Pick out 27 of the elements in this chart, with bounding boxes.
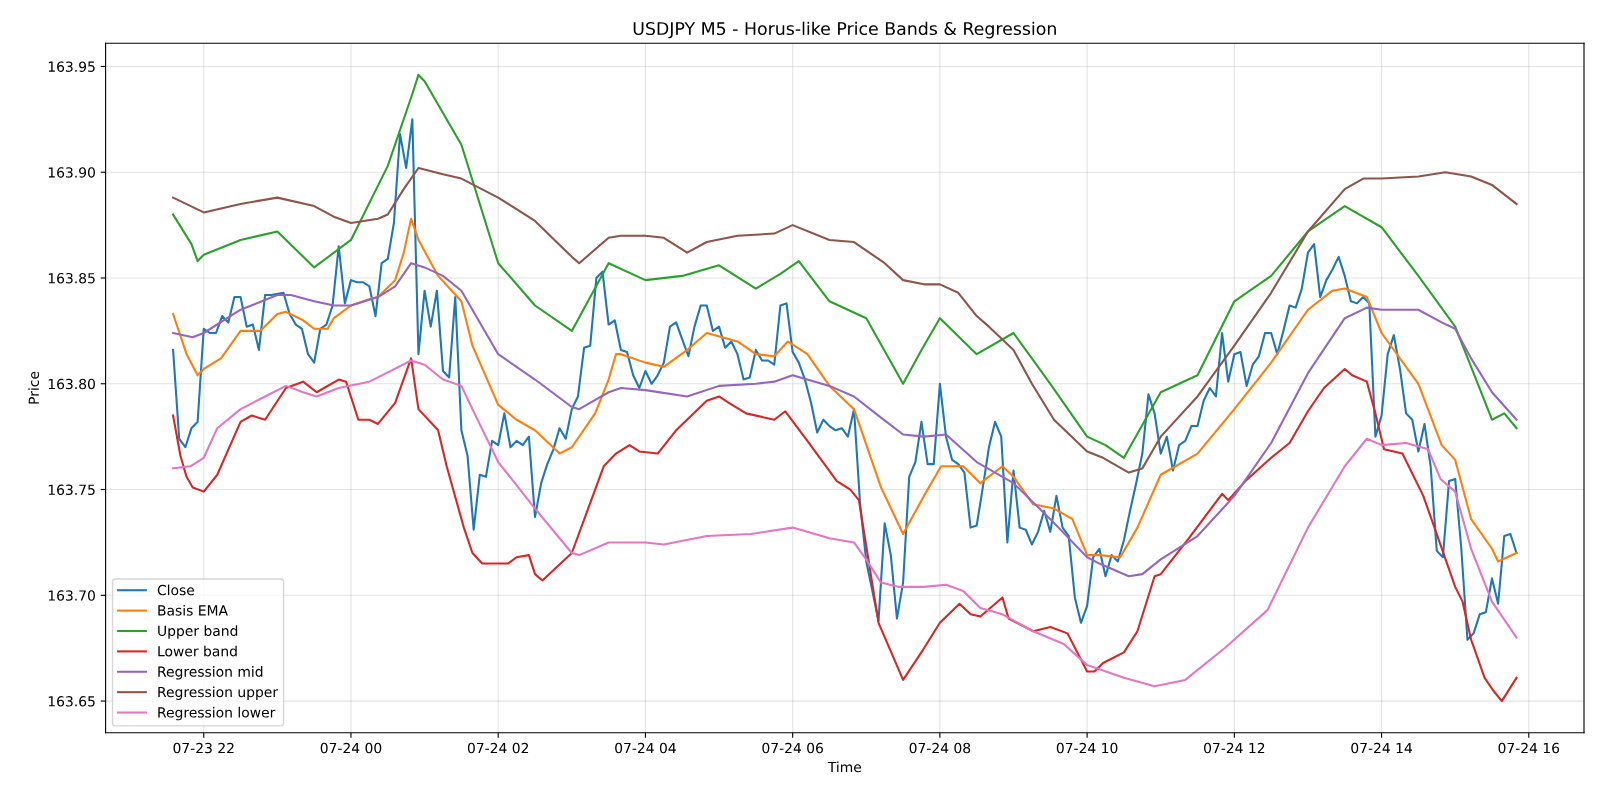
legend-label: Regression upper xyxy=(158,686,279,700)
legend-label: Basis EMA xyxy=(158,604,228,616)
legend-label: Close xyxy=(157,584,195,596)
x-tick-label: 07-24 16 xyxy=(1498,742,1560,754)
x-tick-label: 07-23 22 xyxy=(173,742,234,754)
y-tick-label: 163.95 xyxy=(48,61,95,72)
y-tick-label: 163.70 xyxy=(48,590,95,601)
chart-title: USDJPY M5 - Horus-like Price Bands & Regression xyxy=(633,21,1056,39)
x-tick-label: 07-24 08 xyxy=(909,742,971,754)
legend-label: Regression mid xyxy=(158,666,263,680)
y-tick-label: 163.75 xyxy=(48,484,95,496)
x-tick-label: 07-24 12 xyxy=(1204,742,1265,754)
x-tick-label: 07-24 14 xyxy=(1351,742,1413,754)
y-tick-label: 163.90 xyxy=(48,167,95,178)
y-tick-label: 163.65 xyxy=(48,696,95,707)
x-tick-label: 07-24 04 xyxy=(615,742,676,754)
x-tick-label: 07-24 00 xyxy=(320,742,382,754)
x-tick-label: 07-24 06 xyxy=(762,742,824,754)
x-tick-label: 07-24 02 xyxy=(467,742,529,754)
legend-label: Upper band xyxy=(158,625,238,639)
y-tick-label: 163.85 xyxy=(48,272,95,284)
legend-label: Regression lower xyxy=(158,706,276,721)
y-tick-label: 163.80 xyxy=(48,378,95,390)
x-tick-label: 07-24 10 xyxy=(1056,742,1118,754)
legend-label: Lower band xyxy=(158,645,237,657)
x-axis-title: Time xyxy=(827,761,862,773)
y-axis-title: Price xyxy=(28,371,40,404)
